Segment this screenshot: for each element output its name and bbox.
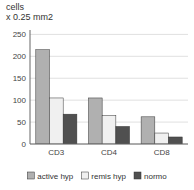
bars xyxy=(36,50,182,144)
bar xyxy=(116,126,130,144)
legend-swatch xyxy=(27,172,34,179)
y-tick-label: 200 xyxy=(13,52,27,61)
legend-label: remis hyp xyxy=(91,172,126,181)
grid-line xyxy=(30,56,188,57)
y-axis xyxy=(30,30,31,144)
grid-line xyxy=(30,34,188,35)
y-axis-label: cells xyxy=(6,2,25,12)
x-axis xyxy=(30,144,188,145)
y-tick-label: 0 xyxy=(22,140,27,149)
bar xyxy=(155,133,169,144)
legend-item: remis hyp xyxy=(81,172,126,181)
y-tick-label: 150 xyxy=(13,74,27,83)
legend-label: normo xyxy=(144,172,167,181)
bar xyxy=(169,137,183,144)
legend: active hyp remis hyp normo xyxy=(27,172,167,181)
y-axis-label: x 0.25 mm2 xyxy=(6,12,53,22)
bar xyxy=(49,98,63,144)
bar xyxy=(88,98,102,144)
legend-swatch xyxy=(134,172,141,179)
x-tick-label: CD4 xyxy=(101,148,118,157)
x-tick-label: CD8 xyxy=(154,148,171,157)
legend-swatch xyxy=(81,172,88,179)
x-tick-label: CD3 xyxy=(48,148,65,157)
y-tick-label: 250 xyxy=(13,30,27,39)
bar xyxy=(102,116,116,145)
y-tick-label: 100 xyxy=(13,96,27,105)
bar xyxy=(36,50,50,144)
bar xyxy=(63,114,77,144)
y-tick-label: 50 xyxy=(17,118,26,127)
grid-line xyxy=(30,78,188,79)
bar xyxy=(141,117,155,144)
legend-item: active hyp xyxy=(27,172,74,181)
legend-label: active hyp xyxy=(37,172,74,181)
grid-line xyxy=(30,144,188,145)
legend-item: normo xyxy=(134,172,167,181)
chart: cellsx 0.25 mm2 0 50 100 150 200 250 CD3 CD4 CD8 a… xyxy=(0,0,194,190)
